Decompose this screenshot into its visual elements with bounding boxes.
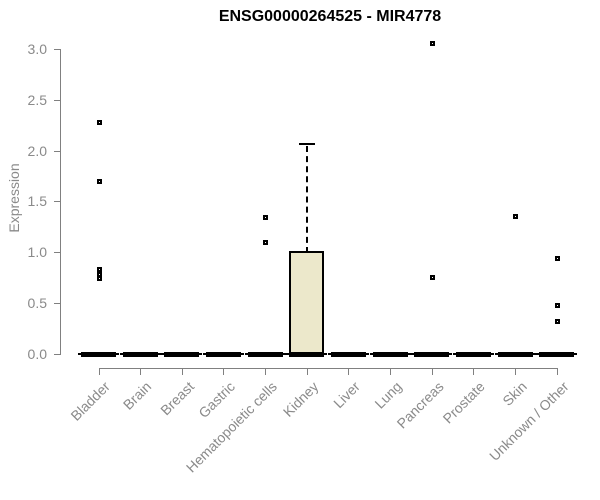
outlier-point [555, 319, 560, 324]
whisker [306, 146, 308, 253]
x-tick-label-liver: Liver [329, 378, 363, 412]
outlier-point [263, 240, 268, 245]
x-tick [265, 368, 266, 375]
x-tick-label-unknown-other: Unknown / Other [486, 378, 572, 464]
median-bar [164, 352, 199, 357]
y-tick [54, 151, 61, 152]
x-tick [99, 368, 100, 375]
median-bar [373, 352, 408, 357]
y-tick [54, 354, 61, 355]
x-tick-label-lung: Lung [371, 378, 405, 412]
median-bar [331, 352, 366, 357]
y-tick-label: 1.0 [27, 244, 47, 260]
outlier-point [430, 41, 435, 46]
y-tick [54, 100, 61, 101]
outlier-point [97, 276, 102, 281]
x-tick [557, 368, 558, 375]
x-tick-label-prostate: Prostate [439, 378, 488, 427]
y-tick [54, 201, 61, 202]
x-tick [307, 368, 308, 375]
median-bar [248, 352, 283, 357]
whisker-cap [299, 143, 315, 145]
chart-title: ENSG00000264525 - MIR4778 [218, 8, 442, 25]
x-tick [140, 368, 141, 375]
median-bar [81, 352, 116, 357]
y-tick-label: 2.0 [27, 143, 47, 159]
outlier-point [97, 120, 102, 125]
x-tick-label-bladder: Bladder [67, 378, 113, 424]
y-tick [54, 49, 61, 50]
outlier-point [555, 256, 560, 261]
outlier-point [513, 214, 518, 219]
y-tick-label: 0.5 [27, 295, 47, 311]
y-axis-line [60, 49, 61, 355]
median-bar [206, 352, 241, 357]
outlier-point [97, 267, 102, 272]
x-tick [182, 368, 183, 375]
x-tick-label-gastric: Gastric [194, 378, 238, 421]
y-tick [54, 303, 61, 304]
x-tick-label-brain: Brain [120, 378, 155, 413]
x-tick-label-skin: Skin [499, 378, 530, 409]
outlier-point [263, 215, 268, 220]
median-bar [456, 352, 491, 357]
x-tick [515, 368, 516, 375]
box [289, 251, 324, 356]
x-tick [432, 368, 433, 375]
x-tick [223, 368, 224, 375]
x-tick-label-kidney: Kidney [280, 378, 322, 420]
y-tick-label: 0.0 [27, 346, 47, 362]
median-bar [123, 352, 158, 357]
y-tick-label: 2.5 [27, 92, 47, 108]
x-tick-label-breast: Breast [156, 378, 197, 419]
outlier-point [430, 275, 435, 280]
outlier-point [97, 179, 102, 184]
y-tick-label: 1.5 [27, 193, 47, 209]
y-tick-label: 3.0 [27, 41, 47, 57]
x-tick [348, 368, 349, 375]
outlier-point [555, 303, 560, 308]
median-bar [539, 352, 574, 357]
median-bar [414, 352, 449, 357]
x-tick [390, 368, 391, 375]
y-tick [54, 252, 61, 253]
x-axis-line [99, 368, 558, 369]
median-bar [498, 352, 533, 357]
x-tick [473, 368, 474, 375]
median-bar [289, 352, 324, 357]
